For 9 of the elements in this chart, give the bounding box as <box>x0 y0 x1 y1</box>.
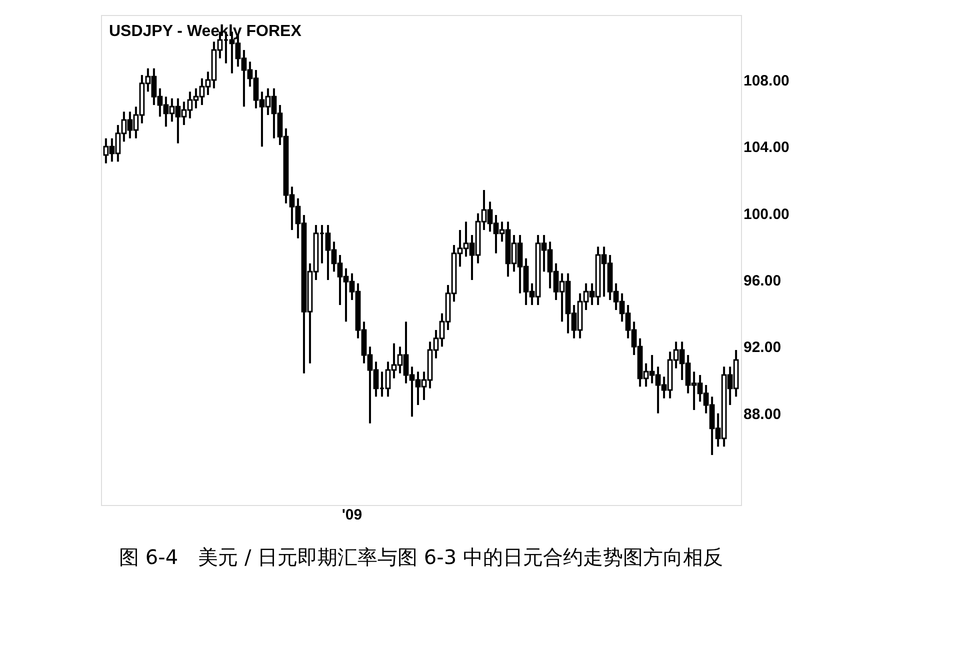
caption: 图 6-4 美元 / 日元即期汇率与图 6-3 中的日元合约走势图方向相反 <box>119 545 723 569</box>
y-tick-label: 92.00 <box>744 339 782 356</box>
x-tick-label: '09 <box>342 506 362 524</box>
y-tick-label: 104.00 <box>744 139 790 156</box>
y-tick-label: 96.00 <box>744 272 782 290</box>
y-tick-label: 88.00 <box>744 406 782 423</box>
chart-title: USDJPY - Weekly FOREX <box>109 23 302 40</box>
y-tick-label: 100.00 <box>744 206 790 223</box>
y-tick-label: 108.00 <box>744 72 790 90</box>
